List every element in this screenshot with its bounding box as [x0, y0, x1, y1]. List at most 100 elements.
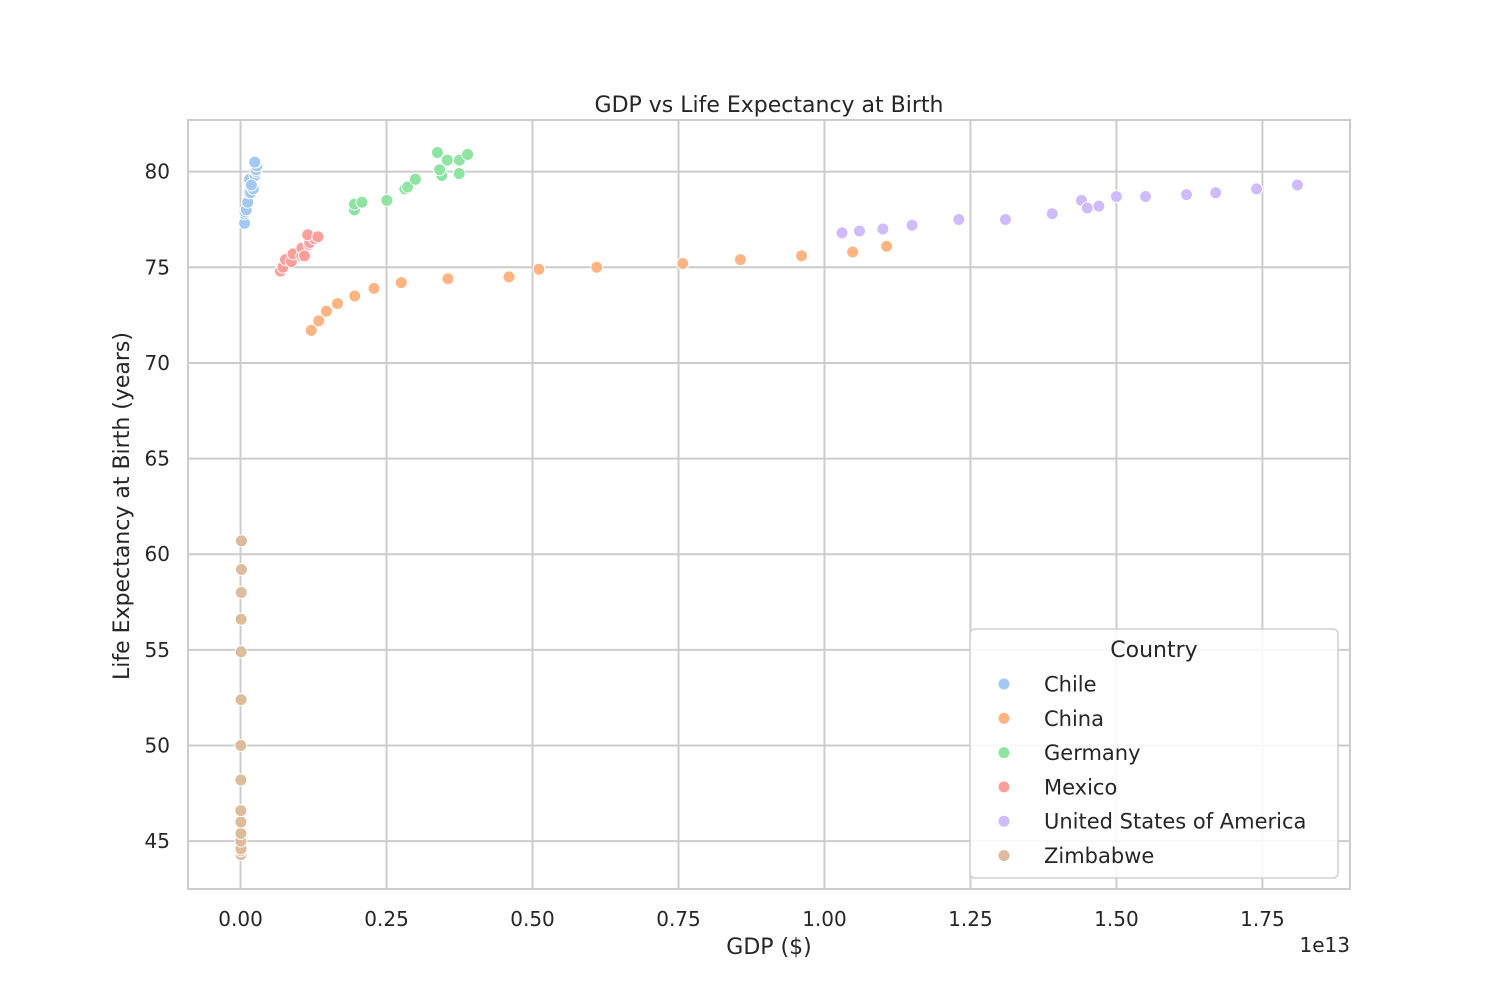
y-tick-label: 60	[145, 542, 170, 566]
legend-label-germany: Germany	[1044, 741, 1141, 765]
data-point-china	[330, 297, 344, 311]
legend-marker-mexico	[998, 781, 1010, 793]
data-point-united-states-of-america	[1290, 178, 1304, 192]
y-axis-label: Life Expectancy at Birth (years)	[110, 332, 135, 680]
data-point-china	[441, 272, 455, 286]
data-point-united-states-of-america	[876, 222, 890, 236]
data-point-united-states-of-america	[1139, 190, 1153, 204]
data-point-china	[502, 270, 516, 284]
y-tick-label: 75	[145, 255, 170, 279]
legend: Country Chile China Germany Mexico United St…	[969, 628, 1339, 879]
data-point-germany	[408, 172, 422, 186]
x-tick-label: 1.00	[802, 907, 847, 931]
data-point-united-states-of-america	[1080, 201, 1094, 215]
legend-label-zimbabwe: Zimbabwe	[1044, 844, 1154, 868]
data-point-united-states-of-america	[998, 212, 1012, 226]
series-chile	[238, 155, 264, 230]
y-tick-label: 50	[145, 734, 170, 758]
legend-label-united-states-of-america: United States of America	[1044, 810, 1306, 834]
y-tick-label: 45	[145, 829, 170, 853]
series-zimbabwe	[234, 534, 248, 862]
data-point-germany	[355, 195, 369, 209]
data-point-germany	[401, 180, 415, 194]
data-point-china	[795, 249, 809, 263]
data-point-united-states-of-america	[1209, 186, 1223, 200]
data-point-united-states-of-america	[1109, 190, 1123, 204]
data-point-zimbabwe	[234, 827, 248, 841]
data-point-china	[532, 262, 546, 276]
x-tick-label: 1.25	[948, 907, 993, 931]
y-tick-label: 65	[145, 447, 170, 471]
x-tick-label: 0.50	[510, 907, 555, 931]
data-point-china	[733, 253, 747, 267]
series-china	[304, 239, 894, 337]
x-tick-label: 0.00	[218, 907, 263, 931]
data-point-germany	[440, 153, 454, 167]
data-point-united-states-of-america	[1250, 182, 1264, 196]
data-point-united-states-of-america	[1045, 207, 1059, 221]
data-point-china	[348, 289, 362, 303]
legend-title: Country	[1110, 638, 1197, 663]
legend-item-zimbabwe: Zimbabwe	[998, 844, 1154, 868]
legend-item-mexico: Mexico	[998, 775, 1117, 799]
data-point-mexico	[311, 230, 325, 244]
data-point-united-states-of-america	[835, 226, 849, 240]
plot-frame	[187, 119, 1351, 890]
data-point-zimbabwe	[234, 693, 248, 707]
data-point-germany	[430, 146, 444, 160]
data-point-china	[319, 304, 333, 318]
y-tick-label: 80	[145, 160, 170, 184]
data-point-united-states-of-america	[1092, 199, 1106, 213]
x-axis-offset-label: 1e13	[1300, 933, 1350, 957]
legend-frame	[969, 628, 1339, 879]
data-point-chile	[244, 178, 258, 192]
series-mexico	[273, 228, 325, 278]
data-point-zimbabwe	[234, 534, 248, 548]
legend-label-china: China	[1044, 707, 1104, 731]
data-point-china	[880, 239, 894, 253]
y-tick-label: 70	[145, 351, 170, 375]
data-point-zimbabwe	[234, 645, 248, 659]
data-point-zimbabwe	[234, 563, 248, 577]
data-point-germany	[380, 193, 394, 207]
data-point-united-states-of-america	[905, 218, 919, 232]
data-point-germany	[433, 163, 447, 177]
data-point-germany	[461, 147, 475, 161]
data-point-china	[394, 276, 408, 290]
data-point-china	[367, 281, 381, 295]
legend-label-mexico: Mexico	[1044, 775, 1117, 799]
legend-marker-china	[998, 712, 1010, 724]
chart-title: GDP vs Life Expectancy at Birth	[595, 93, 944, 118]
data-point-zimbabwe	[234, 612, 248, 626]
legend-item-united-states-of-america: United States of America	[998, 810, 1306, 834]
legend-marker-zimbabwe	[998, 850, 1010, 861]
data-point-china	[846, 245, 860, 259]
data-point-zimbabwe	[234, 804, 248, 818]
y-tick-label: 55	[145, 638, 170, 662]
legend-item-chile: Chile	[998, 673, 1097, 697]
x-axis-ticks: 0.00 0.25 0.50 0.75 1.00 1.25 1.50 1.75	[218, 907, 1284, 931]
data-point-germany	[452, 167, 466, 181]
series-germany	[347, 146, 475, 217]
legend-marker-germany	[998, 747, 1010, 759]
data-point-united-states-of-america	[1180, 188, 1194, 202]
x-axis-label: GDP ($)	[726, 935, 811, 960]
legend-marker-chile	[998, 678, 1010, 690]
legend-item-germany: Germany	[998, 741, 1141, 765]
x-tick-label: 0.25	[364, 907, 409, 931]
data-point-china	[304, 323, 318, 337]
data-points	[234, 146, 1304, 862]
data-point-china	[312, 314, 326, 328]
legend-label-chile: Chile	[1044, 673, 1097, 697]
y-axis-ticks: 45 50 55 60 65 70 75 80	[145, 160, 170, 854]
data-point-china	[590, 260, 604, 274]
x-tick-label: 1.75	[1240, 907, 1285, 931]
data-point-zimbabwe	[234, 773, 248, 787]
legend-marker-united-states-of-america	[998, 815, 1010, 827]
series-united-states-of-america	[835, 178, 1304, 240]
data-point-zimbabwe	[234, 739, 248, 753]
data-point-china	[676, 256, 690, 270]
legend-item-china: China	[998, 707, 1104, 731]
